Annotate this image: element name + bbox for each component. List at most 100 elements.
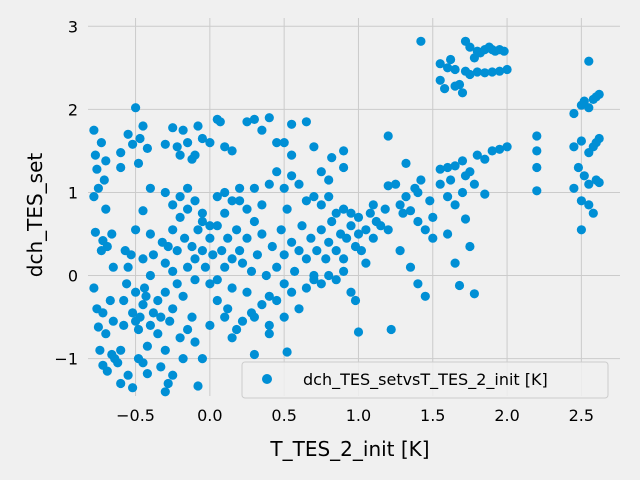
data-point <box>168 266 178 276</box>
data-point <box>327 216 337 227</box>
legend-marker <box>262 374 272 384</box>
data-point <box>569 183 579 193</box>
data-point <box>172 279 182 289</box>
data-point <box>457 156 468 166</box>
data-point <box>261 270 271 281</box>
data-point <box>391 179 401 189</box>
data-point <box>242 204 252 214</box>
data-point <box>232 225 242 235</box>
data-point <box>116 162 126 173</box>
data-point <box>156 312 166 322</box>
data-point <box>95 345 105 355</box>
data-point <box>316 279 326 289</box>
data-point <box>339 162 349 173</box>
data-point <box>454 79 465 90</box>
data-point <box>346 208 356 218</box>
data-point <box>450 64 460 75</box>
data-point <box>190 150 200 160</box>
legend-box <box>241 361 609 399</box>
data-point <box>133 324 144 335</box>
data-point <box>102 366 112 376</box>
data-point <box>356 246 366 256</box>
data-point <box>138 358 148 368</box>
data-point <box>252 250 262 260</box>
data-point <box>327 153 337 163</box>
data-point <box>122 279 132 289</box>
data-point <box>249 216 259 227</box>
data-point <box>205 138 215 148</box>
data-point <box>126 250 136 260</box>
data-point <box>413 187 423 198</box>
data-point <box>287 237 297 247</box>
data-point <box>142 369 152 379</box>
data-point <box>242 117 252 127</box>
data-point <box>128 308 138 318</box>
data-point <box>279 312 289 322</box>
data-point <box>502 64 512 75</box>
data-point <box>294 246 304 256</box>
data-point <box>123 370 133 380</box>
data-point <box>472 150 482 160</box>
data-point <box>235 183 245 193</box>
data-point <box>101 156 111 166</box>
data-point <box>395 200 405 210</box>
data-point <box>190 337 200 347</box>
data-point <box>339 146 349 156</box>
data-point <box>380 204 390 214</box>
data-point <box>368 233 378 243</box>
data-point <box>108 262 118 272</box>
data-point <box>142 341 152 351</box>
data-point <box>101 204 111 214</box>
data-point <box>90 227 100 237</box>
data-point <box>175 333 185 343</box>
data-point <box>324 270 334 281</box>
data-point <box>383 181 393 191</box>
data-point <box>287 171 297 181</box>
data-point <box>420 225 430 235</box>
data-points <box>89 36 604 397</box>
data-point <box>416 175 426 185</box>
data-point <box>287 150 297 160</box>
data-point <box>131 103 141 113</box>
data-point <box>297 221 307 231</box>
data-point <box>160 139 170 149</box>
data-point <box>576 196 587 206</box>
data-point <box>257 300 267 310</box>
x-tick-label: 0.0 <box>197 406 222 425</box>
data-point <box>460 214 471 224</box>
data-point <box>487 146 497 156</box>
data-point <box>145 270 155 281</box>
data-point <box>316 225 326 235</box>
data-point <box>395 246 405 256</box>
data-point <box>227 333 237 343</box>
data-point <box>160 345 170 355</box>
data-point <box>193 381 203 391</box>
x-tick-labels: −0.5 0.0 0.5 1.0 1.5 2.0 2.5 <box>116 406 594 425</box>
data-point <box>128 383 138 393</box>
data-point <box>446 54 456 65</box>
data-point <box>178 125 188 135</box>
data-point <box>301 117 311 127</box>
data-point <box>279 279 289 289</box>
data-point <box>306 233 316 243</box>
data-point <box>386 324 396 335</box>
data-point <box>133 158 144 168</box>
data-point <box>180 233 190 243</box>
data-point <box>123 129 133 139</box>
data-point <box>92 164 102 174</box>
data-point <box>309 275 319 285</box>
data-point <box>264 113 274 123</box>
data-point <box>138 254 148 264</box>
data-point <box>183 262 193 272</box>
data-point <box>131 287 141 297</box>
data-point <box>469 289 479 299</box>
data-point <box>165 316 175 326</box>
data-point <box>272 167 282 177</box>
data-point <box>237 316 248 326</box>
legend-label: dch_TES_setvsT_TES_2_init [K] <box>303 370 548 390</box>
data-point <box>249 114 259 124</box>
data-point <box>401 192 411 202</box>
x-tick-label: 2.5 <box>569 406 594 425</box>
data-point <box>579 96 589 106</box>
